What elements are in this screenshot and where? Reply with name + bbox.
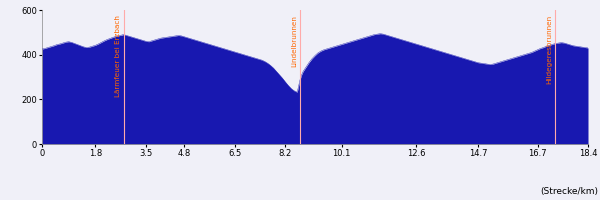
X-axis label: (Strecke/km): (Strecke/km) — [540, 187, 598, 196]
Text: Lärmfeuer bei Erzbach: Lärmfeuer bei Erzbach — [115, 15, 121, 97]
Text: Lindelbrunnen: Lindelbrunnen — [291, 15, 297, 67]
Text: Hildegeresbrunnen: Hildegeresbrunnen — [547, 15, 553, 84]
